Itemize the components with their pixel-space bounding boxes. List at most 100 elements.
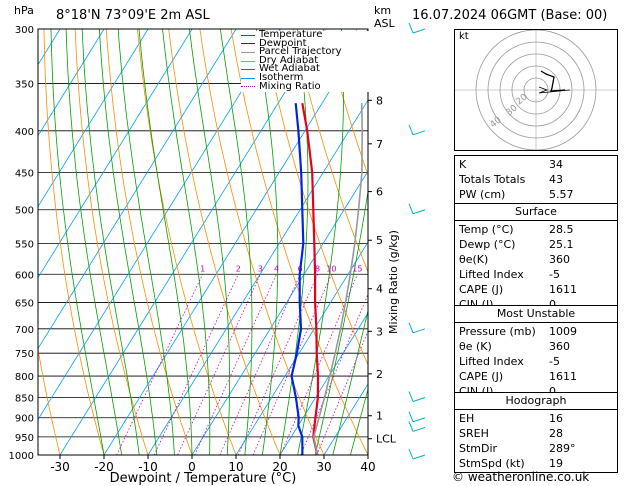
indices-panel: K 34 Totals Totals 43 PW (cm) 5.57 — [454, 155, 618, 204]
row-label: CAPE (J) — [459, 283, 504, 296]
isotherm-line — [279, 312, 368, 455]
legend-swatch — [241, 86, 255, 88]
row-label: StmSpd (kt) — [459, 457, 525, 470]
wind-barb — [412, 328, 426, 334]
dry-adiabat-line — [199, 29, 325, 455]
row-label: Dewp (°C) — [459, 238, 516, 251]
dry-adiabat-line — [168, 29, 281, 455]
pressure-tick-label: 900 — [15, 414, 34, 425]
isotherm-line — [235, 241, 368, 455]
most-unstable-panel: Most Unstable Pressure (mb) 1009 θe (K) 360… — [454, 305, 618, 401]
km-label: km — [374, 4, 392, 17]
temp-tick-label: 20 — [272, 460, 287, 474]
table-row: θe (K) 360 — [455, 339, 617, 354]
km-tick-label: 7 — [376, 138, 383, 151]
wet-adiabat-line — [50, 29, 105, 455]
row-label: PW (cm) — [459, 188, 506, 201]
wet-adiabat-line — [138, 29, 193, 455]
wind-barb — [412, 454, 426, 460]
wind-barb-flag — [408, 448, 414, 460]
legend-label: Isotherm — [259, 71, 304, 83]
mixing-ratio-label: 8 — [315, 264, 320, 273]
legend-swatch — [241, 34, 255, 36]
legend-label: Dry Adiabat — [259, 54, 319, 66]
table-row: K 34 — [455, 157, 617, 172]
pressure-tick-label: 700 — [15, 325, 34, 336]
row-value: 1009 — [549, 325, 577, 338]
row-value: 1611 — [549, 283, 577, 296]
most-unstable-title: Most Unstable — [455, 306, 617, 323]
temp-tick-label: -30 — [50, 460, 70, 474]
wind-barb-flag — [408, 391, 414, 402]
surface-panel: Surface Temp (°C) 28.5 Dewp (°C) 25.1 θe(K) 3… — [454, 203, 618, 314]
legend-swatch — [241, 77, 255, 79]
pressure-tick-label: 1000 — [9, 451, 34, 462]
isotherm-line — [38, 29, 105, 137]
row-label: EH — [459, 412, 475, 425]
wind-barb — [412, 397, 426, 402]
legend-swatch — [241, 69, 255, 71]
wet-adiabat-line — [189, 29, 230, 455]
wet-adiabat-line — [297, 29, 344, 455]
isotherm-line — [147, 99, 368, 455]
mixing-ratio-label: 1 — [200, 264, 205, 273]
row-label: Totals Totals — [459, 173, 526, 186]
temp-tick-label: 0 — [188, 460, 196, 474]
legend-label: Temperature — [259, 29, 323, 40]
pressure-tick-label: 600 — [15, 270, 34, 281]
mixing-ratio-line — [280, 274, 358, 455]
hodograph-table-panel: Hodograph EH 16 SREH 28 StmDir 289° StmSpd (kt… — [454, 392, 618, 473]
legend-item: Dry Adiabat — [241, 54, 369, 66]
mixing-ratio-line — [237, 274, 318, 455]
wet-adiabat-line — [162, 29, 211, 455]
pressure-tick-label: 800 — [15, 372, 34, 383]
row-label: K — [459, 158, 467, 171]
asl-label: ASL — [374, 17, 395, 30]
wet-adiabat-line — [350, 387, 368, 455]
wet-adiabat-line — [332, 309, 368, 455]
row-value: 28 — [549, 427, 563, 440]
pressure-tick-label: 300 — [15, 25, 34, 36]
table-row: θe(K) 360 — [455, 252, 617, 267]
row-label: θe(K) — [459, 253, 489, 266]
parcel-trajectory-curve — [312, 103, 364, 455]
km-tick-label: 2 — [376, 368, 383, 381]
wind-barb-flag — [408, 22, 414, 34]
table-row: CAPE (J) 1611 — [455, 369, 617, 384]
legend-item: Dewpoint — [241, 38, 369, 49]
wind-barb-flag — [408, 411, 414, 422]
row-label: Temp (°C) — [459, 223, 514, 236]
row-value: 5.57 — [549, 188, 574, 201]
row-value: 34 — [549, 158, 563, 171]
temp-tick-label: -20 — [94, 460, 114, 474]
legend-item: Parcel Trajectory — [241, 46, 369, 58]
hodograph-storm-trace — [538, 86, 571, 94]
legend-label: Mixing Ratio — [259, 80, 321, 92]
location-title: 8°18'N 73°09'E 2m ASL — [56, 8, 210, 23]
mixing-ratio-line — [300, 293, 368, 455]
dry-adiabat-line — [324, 29, 368, 176]
date-title: 16.07.2024 06GMT (Base: 00) — [412, 8, 608, 23]
isotherm-line — [38, 29, 149, 208]
legend-item: Temperature — [241, 29, 369, 40]
table-row: Lifted Index -5 — [455, 267, 617, 282]
mixing-ratio-line — [219, 274, 301, 455]
wet-adiabat-line — [81, 29, 140, 455]
wind-barb-flag — [408, 322, 414, 333]
legend-label: Parcel Trajectory — [259, 46, 342, 58]
pressure-tick-label: 500 — [15, 206, 34, 217]
wind-barb — [412, 130, 426, 136]
isotherm-line — [59, 29, 325, 455]
mixing-ratio-label: 20 — [371, 264, 381, 273]
dry-adiabat-line — [230, 29, 368, 455]
mixing-ratio-line — [252, 274, 332, 455]
dry-adiabat-line — [74, 29, 149, 455]
surface-title: Surface — [455, 204, 617, 221]
copyright: © weatheronline.co.uk — [452, 470, 590, 484]
dry-adiabat-line — [38, 346, 61, 455]
mixing-ratio-label: 3 — [258, 264, 263, 273]
mixing-ratio-label: 2 — [236, 264, 241, 273]
wind-barb — [412, 417, 426, 423]
row-value: 1611 — [549, 370, 577, 383]
